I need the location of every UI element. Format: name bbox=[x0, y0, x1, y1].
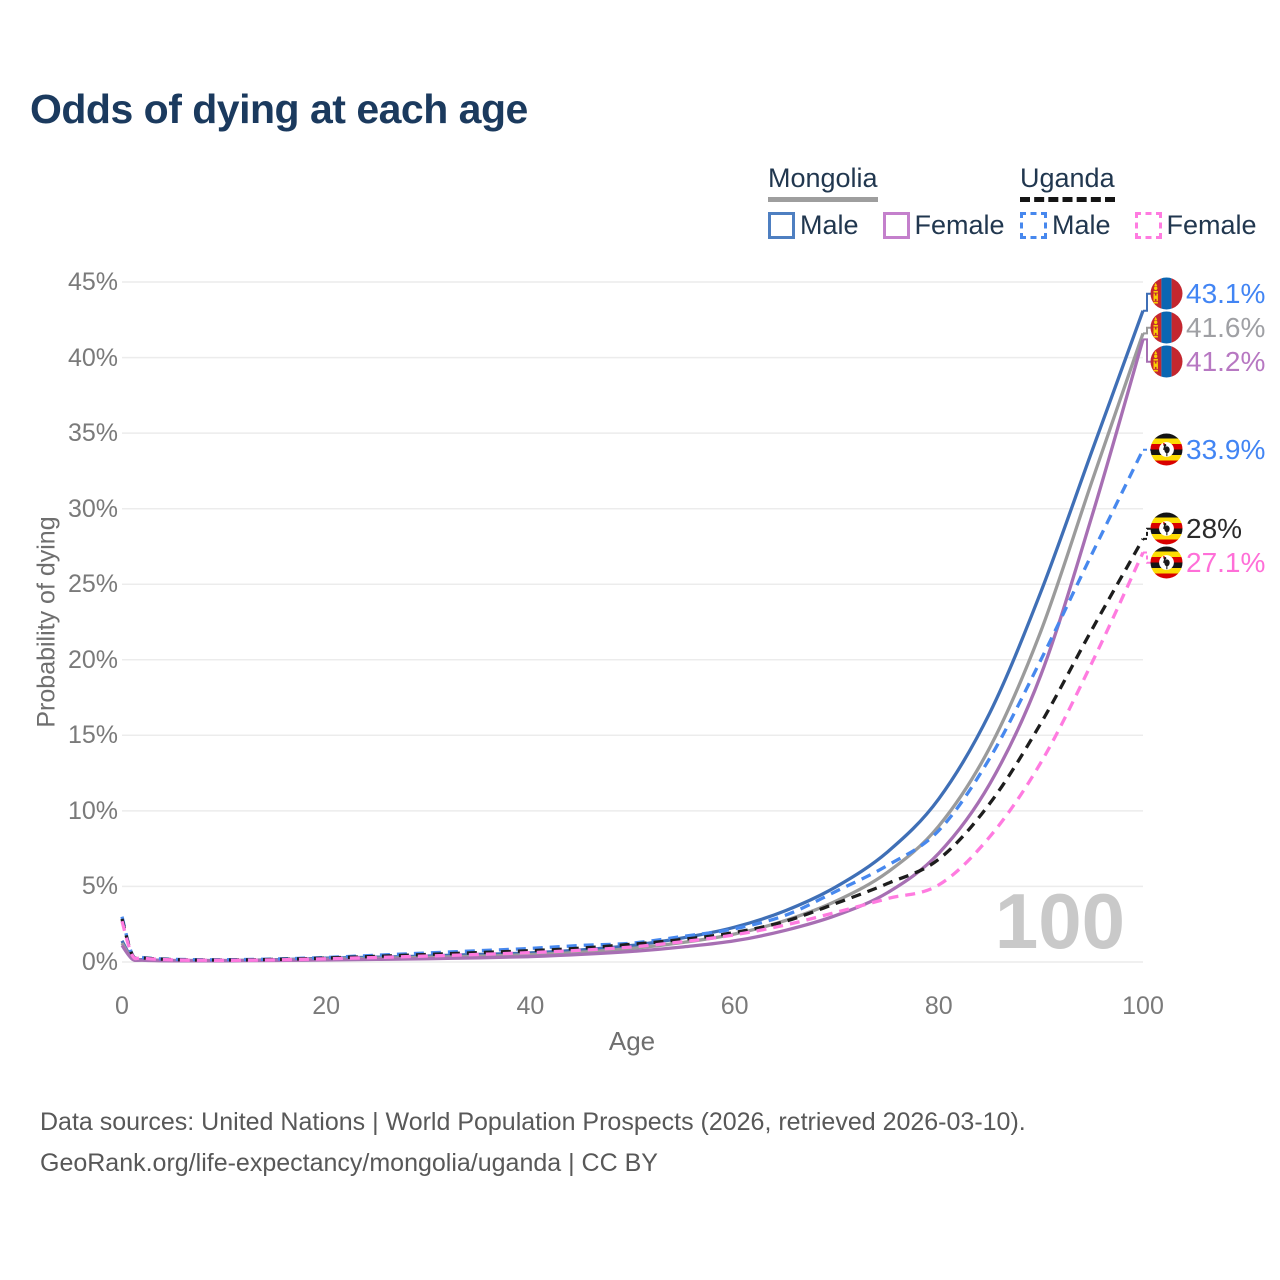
series-line-uganda-female bbox=[120, 551, 1145, 962]
y-tick-label-30: 30% bbox=[67, 494, 118, 523]
footer-data-sources: Data sources: United Nations | World Pop… bbox=[40, 1108, 1026, 1136]
y-tick-label-25: 25% bbox=[67, 570, 118, 599]
end-label-value-mongolia: 41.6% bbox=[1186, 311, 1266, 343]
legend-country-mongolia[interactable]: Mongolia bbox=[768, 163, 878, 202]
y-axis-title: Probability of dying bbox=[32, 516, 61, 728]
legend-swatch-uganda-female[interactable] bbox=[1134, 212, 1162, 239]
legend-label-uganda-female[interactable]: Female bbox=[1166, 210, 1257, 240]
y-tick-label-10: 10% bbox=[67, 796, 118, 825]
mongolia-flag-icon bbox=[1150, 345, 1183, 378]
legend-swatch-mongolia-male[interactable] bbox=[768, 212, 795, 239]
end-label-mongolia-male: 43.1% bbox=[1150, 277, 1265, 311]
x-tick-label-100: 100 bbox=[1122, 992, 1164, 1020]
end-label-value-uganda-female: 27.1% bbox=[1186, 546, 1266, 578]
x-tick-label-20: 20 bbox=[312, 992, 341, 1020]
mongolia-flag-icon bbox=[1150, 311, 1183, 344]
x-tick-label-0: 0 bbox=[115, 992, 129, 1020]
mongolia-flag-icon bbox=[1150, 277, 1183, 310]
x-tick-label-80: 80 bbox=[924, 992, 953, 1020]
end-label-mongolia-female: 41.2% bbox=[1150, 345, 1265, 379]
x-tick-label-40: 40 bbox=[516, 992, 545, 1020]
series-line-uganda-male bbox=[120, 448, 1145, 962]
end-label-connector-mongolia-female bbox=[1143, 338, 1151, 363]
y-tick-label-35: 35% bbox=[67, 419, 118, 448]
legend-label-mongolia-female[interactable]: Female bbox=[914, 210, 1005, 240]
uganda-flag-icon bbox=[1150, 512, 1183, 545]
end-label-connector-uganda bbox=[1143, 527, 1151, 540]
end-label-connector-uganda-female bbox=[1143, 551, 1151, 564]
end-label-mongolia: 41.6% bbox=[1150, 311, 1265, 345]
x-axis-title: Age bbox=[608, 1026, 656, 1056]
watermark-max-age: 100 bbox=[995, 877, 1125, 965]
legend-items-mongolia: Male Female bbox=[768, 210, 1005, 241]
end-label-value-mongolia-female: 41.2% bbox=[1186, 345, 1266, 377]
y-tick-label-15: 15% bbox=[67, 721, 118, 750]
end-label-uganda: 28% bbox=[1150, 512, 1242, 546]
series-line-mongolia-male bbox=[120, 310, 1145, 963]
uganda-flag-icon bbox=[1150, 546, 1183, 579]
legend-group-mongolia: Mongolia Male Female bbox=[768, 163, 1005, 241]
legend-swatch-mongolia-female[interactable] bbox=[882, 212, 910, 239]
y-tick-label-0: 0% bbox=[81, 948, 118, 976]
page-title: Odds of dying at each age bbox=[30, 86, 528, 132]
end-label-value-uganda-male: 33.9% bbox=[1186, 433, 1266, 465]
end-label-connector-mongolia-male bbox=[1143, 292, 1151, 312]
y-tick-label-40: 40% bbox=[67, 343, 118, 372]
legend-items-uganda: Male Female bbox=[1020, 210, 1257, 241]
legend-label-uganda-male[interactable]: Male bbox=[1052, 210, 1111, 240]
end-label-value-uganda: 28% bbox=[1186, 512, 1243, 544]
end-label-uganda-male: 33.9% bbox=[1150, 433, 1265, 467]
y-tick-label-20: 20% bbox=[67, 645, 118, 674]
legend-country-uganda[interactable]: Uganda bbox=[1020, 163, 1115, 202]
end-label-uganda-female: 27.1% bbox=[1150, 546, 1265, 580]
uganda-flag-icon bbox=[1150, 433, 1183, 466]
end-label-value-mongolia-male: 43.1% bbox=[1186, 277, 1266, 309]
footer-attribution-link: GeoRank.org/life-expectancy/mongolia/uga… bbox=[40, 1149, 658, 1177]
y-tick-label-45: 45% bbox=[67, 268, 118, 296]
series-line-mongolia-female bbox=[120, 338, 1145, 963]
y-tick-label-5: 5% bbox=[81, 872, 118, 901]
end-label-connector-mongolia bbox=[1143, 326, 1151, 335]
legend-group-uganda: Uganda Male Female bbox=[1020, 163, 1257, 241]
series-line-mongolia bbox=[120, 332, 1145, 963]
x-tick-label-60: 60 bbox=[720, 992, 749, 1020]
legend-swatch-uganda-male[interactable] bbox=[1020, 212, 1047, 239]
legend-label-mongolia-male[interactable]: Male bbox=[800, 210, 859, 240]
